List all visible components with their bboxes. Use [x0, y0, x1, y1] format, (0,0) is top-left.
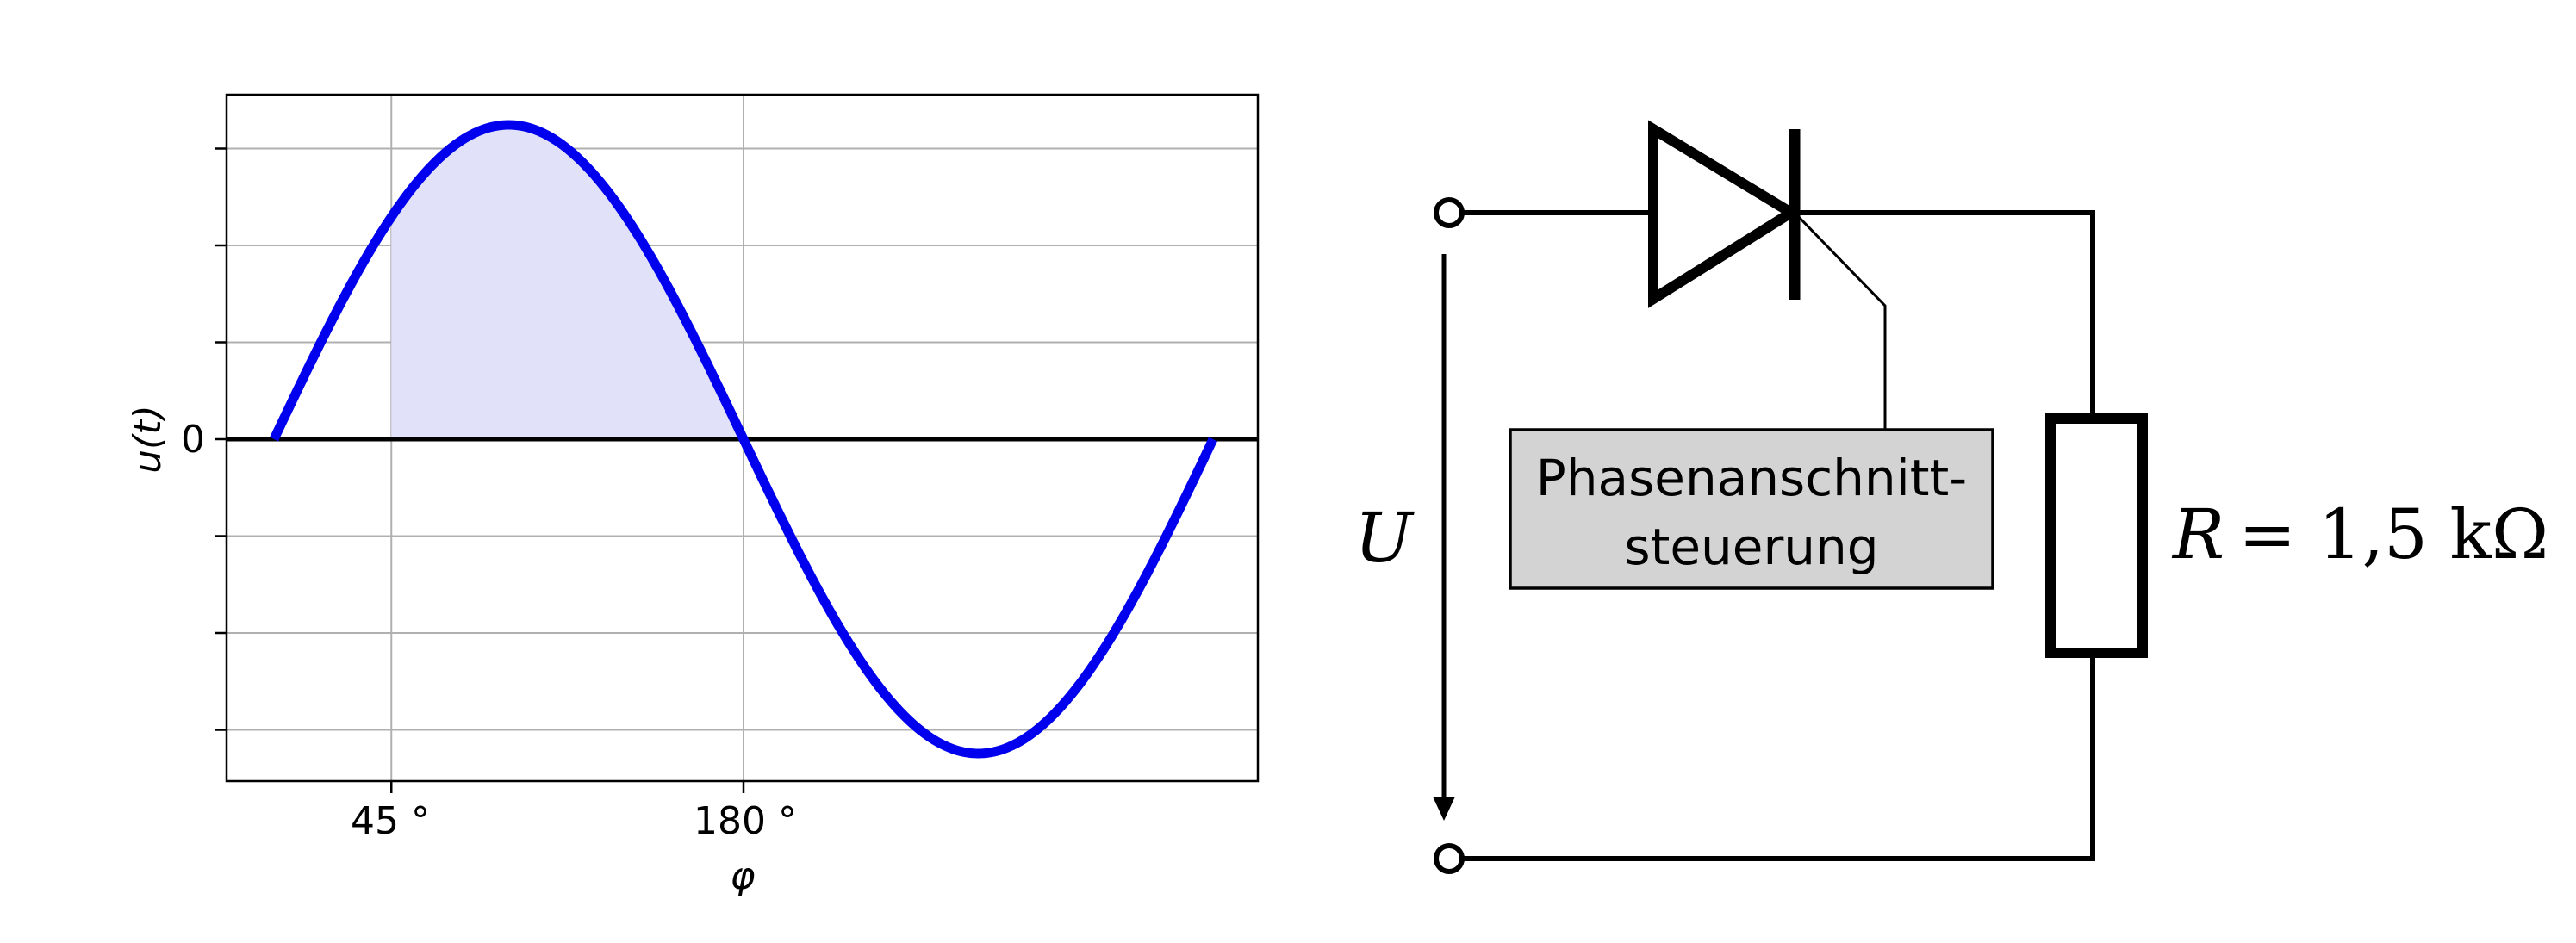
- circuit-diagram: [1433, 120, 2148, 874]
- resistor-symbol-label: R: [2171, 494, 2224, 574]
- sine-curve: [270, 120, 1217, 759]
- x-tick-label-180: 180 °: [694, 799, 797, 843]
- x-ticks: [390, 781, 745, 793]
- control-box: [1509, 428, 1994, 590]
- control-box-label-line2: steuerung: [1624, 518, 1878, 576]
- x-axis-label: φ: [730, 854, 755, 898]
- x-tick-label-45: 45 °: [351, 799, 430, 843]
- resistor-symbol: [2045, 413, 2148, 658]
- resistor-value-label: = 1,5 kΩ: [2238, 494, 2548, 574]
- thyristor-triangle: [1648, 120, 1801, 308]
- terminal-bottom: [1434, 843, 1465, 874]
- thyristor-symbol: [1648, 120, 1887, 431]
- y-tick-label-0: 0: [181, 418, 205, 462]
- shaded-area: [391, 125, 744, 439]
- y-axis-label: u(t): [126, 405, 170, 473]
- voltage-label: U: [1354, 498, 1415, 578]
- control-box-label-line1: Phasenanschnitt-: [1536, 449, 1967, 507]
- sine-plot: 0 45 ° 180 ° φ u(t): [126, 93, 1260, 898]
- voltage-arrow-head: [1433, 797, 1455, 821]
- terminal-top: [1434, 197, 1465, 228]
- resistor-label: R = 1,5 kΩ: [2171, 494, 2548, 574]
- gate-wire: [1793, 211, 1887, 431]
- y-ticks: [215, 147, 227, 731]
- plot-frame: [225, 93, 1260, 783]
